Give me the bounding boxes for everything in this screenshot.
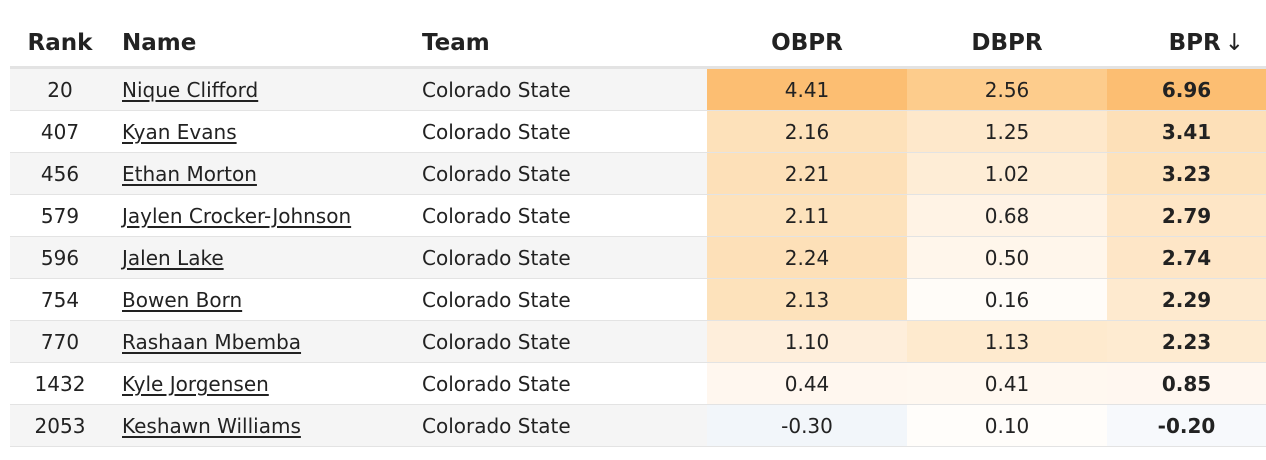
bpr-cell: 2.23 <box>1107 320 1266 363</box>
player-name-link[interactable]: Kyan Evans <box>122 119 237 144</box>
table-row: 456 Ethan Morton Colorado State 2.21 1.02 3.2… <box>10 152 1266 195</box>
name-cell: Nique Clifford <box>110 67 410 111</box>
team-cell: Colorado State <box>410 110 707 153</box>
header-row: Rank Name Team OBPR DBPR BPR ↓ <box>10 20 1266 69</box>
team-cell: Colorado State <box>410 152 707 195</box>
rank-cell: 456 <box>10 152 110 195</box>
dbpr-cell: 0.50 <box>907 236 1107 279</box>
player-name-link[interactable]: Rashaan Mbemba <box>122 329 302 354</box>
player-name-link[interactable]: Nique Clifford <box>122 77 259 102</box>
rank-cell: 754 <box>10 278 110 321</box>
dbpr-cell: 0.16 <box>907 278 1107 321</box>
player-ratings-table-container: Rank Name Team OBPR DBPR BPR ↓ 20 Nique Cl… <box>10 20 1266 447</box>
team-cell: Colorado State <box>410 404 707 447</box>
dbpr-cell: 1.02 <box>907 152 1107 195</box>
bpr-cell: 6.96 <box>1107 67 1266 111</box>
obpr-cell: 2.16 <box>707 110 907 153</box>
bpr-cell: -0.20 <box>1107 404 1266 447</box>
obpr-cell: 1.10 <box>707 320 907 363</box>
obpr-cell: 0.44 <box>707 362 907 405</box>
name-cell: Ethan Morton <box>110 152 410 195</box>
header-name[interactable]: Name <box>110 20 410 69</box>
table-row: 754 Bowen Born Colorado State 2.13 0.16 2.29 <box>10 278 1266 321</box>
name-cell: Rashaan Mbemba <box>110 320 410 363</box>
header-team-label: Team <box>422 30 490 56</box>
rank-cell: 1432 <box>10 362 110 405</box>
table-row: 1432 Kyle Jorgensen Colorado State 0.44 0.41… <box>10 362 1266 405</box>
name-cell: Jaylen Crocker-Johnson <box>110 194 410 237</box>
team-cell: Colorado State <box>410 320 707 363</box>
table-row: 407 Kyan Evans Colorado State 2.16 1.25 3.41 <box>10 110 1266 153</box>
player-name-link[interactable]: Jaylen Crocker-Johnson <box>122 203 352 228</box>
rank-cell: 407 <box>10 110 110 153</box>
table-row: 20 Nique Clifford Colorado State 4.41 2.56 6.… <box>10 67 1266 111</box>
obpr-cell: 2.24 <box>707 236 907 279</box>
name-cell: Keshawn Williams <box>110 404 410 447</box>
name-cell: Kyan Evans <box>110 110 410 153</box>
dbpr-cell: 1.25 <box>907 110 1107 153</box>
player-name-link[interactable]: Ethan Morton <box>122 161 257 186</box>
rank-cell: 2053 <box>10 404 110 447</box>
team-cell: Colorado State <box>410 236 707 279</box>
team-cell: Colorado State <box>410 194 707 237</box>
team-cell: Colorado State <box>410 278 707 321</box>
header-bpr[interactable]: BPR ↓ <box>1107 20 1266 69</box>
name-cell: Kyle Jorgensen <box>110 362 410 405</box>
name-cell: Bowen Born <box>110 278 410 321</box>
dbpr-cell: 0.41 <box>907 362 1107 405</box>
table-row: 596 Jalen Lake Colorado State 2.24 0.50 2.74 <box>10 236 1266 279</box>
table-row: 2053 Keshawn Williams Colorado State -0.30 0… <box>10 404 1266 447</box>
bpr-cell: 3.23 <box>1107 152 1266 195</box>
player-name-link[interactable]: Keshawn Williams <box>122 413 301 438</box>
player-name-link[interactable]: Jalen Lake <box>122 245 224 270</box>
header-name-label: Name <box>122 30 197 56</box>
dbpr-cell: 2.56 <box>907 67 1107 111</box>
bpr-cell: 2.29 <box>1107 278 1266 321</box>
bpr-cell: 2.74 <box>1107 236 1266 279</box>
bpr-cell: 3.41 <box>1107 110 1266 153</box>
rank-cell: 596 <box>10 236 110 279</box>
obpr-cell: 2.21 <box>707 152 907 195</box>
table-row: 579 Jaylen Crocker-Johnson Colorado State 2… <box>10 194 1266 237</box>
dbpr-cell: 0.10 <box>907 404 1107 447</box>
obpr-cell: 2.13 <box>707 278 907 321</box>
bpr-cell: 0.85 <box>1107 362 1266 405</box>
dbpr-cell: 0.68 <box>907 194 1107 237</box>
team-cell: Colorado State <box>410 362 707 405</box>
sort-descending-icon: ↓ <box>1224 30 1244 56</box>
name-cell: Jalen Lake <box>110 236 410 279</box>
header-bpr-label: BPR <box>1168 30 1221 56</box>
table-row: 770 Rashaan Mbemba Colorado State 1.10 1.13 2… <box>10 320 1266 363</box>
player-ratings-table: Rank Name Team OBPR DBPR BPR ↓ 20 Nique Cl… <box>10 20 1266 447</box>
rank-cell: 20 <box>10 67 110 111</box>
obpr-cell: -0.30 <box>707 404 907 447</box>
header-obpr-label: OBPR <box>771 30 843 56</box>
header-dbpr-label: DBPR <box>971 30 1043 56</box>
player-name-link[interactable]: Bowen Born <box>122 287 243 312</box>
obpr-cell: 2.11 <box>707 194 907 237</box>
header-rank-label: Rank <box>27 30 93 56</box>
obpr-cell: 4.41 <box>707 67 907 111</box>
player-name-link[interactable]: Kyle Jorgensen <box>122 371 269 396</box>
header-obpr[interactable]: OBPR <box>707 20 907 69</box>
table-body: 20 Nique Clifford Colorado State 4.41 2.56 6.… <box>10 67 1266 447</box>
header-dbpr[interactable]: DBPR <box>907 20 1107 69</box>
rank-cell: 579 <box>10 194 110 237</box>
header-team[interactable]: Team <box>410 20 707 69</box>
dbpr-cell: 1.13 <box>907 320 1107 363</box>
team-cell: Colorado State <box>410 67 707 111</box>
rank-cell: 770 <box>10 320 110 363</box>
bpr-cell: 2.79 <box>1107 194 1266 237</box>
header-rank[interactable]: Rank <box>10 20 110 69</box>
